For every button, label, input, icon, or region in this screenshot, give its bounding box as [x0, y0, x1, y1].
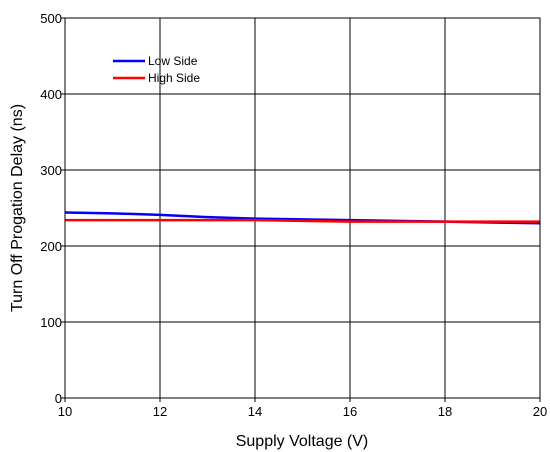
y-tick-label: 400: [40, 87, 62, 102]
x-axis-label: Supply Voltage (V): [236, 433, 369, 450]
y-tick-label: 0: [55, 391, 62, 406]
y-tick-label: 300: [40, 163, 62, 178]
series-line-2: [65, 218, 540, 223]
y-axis-label: Turn Off Progation Delay (ns): [9, 104, 26, 312]
x-tick-label: 14: [248, 404, 262, 419]
series-group: [64, 211, 541, 225]
legend: Low Side High Side: [113, 54, 200, 85]
x-tick-label: 20: [533, 404, 547, 419]
plot-frame: [64, 17, 541, 399]
x-tick-label: 18: [438, 404, 452, 419]
legend-label: High Side: [148, 71, 200, 85]
x-tick-label: 16: [343, 404, 357, 419]
plot-area: [65, 18, 540, 398]
x-tick-label: 10: [58, 404, 72, 419]
y-tick-label: 100: [40, 315, 62, 330]
x-tick-label: 12: [153, 404, 167, 419]
y-tick-labels: 0 100 200 300 400 500: [40, 11, 65, 406]
y-tick-label: 200: [40, 239, 62, 254]
x-tick-labels: 10 12 14 16 18 20: [58, 398, 547, 419]
y-tick-label: 500: [40, 11, 62, 26]
legend-label: Low Side: [148, 54, 198, 68]
